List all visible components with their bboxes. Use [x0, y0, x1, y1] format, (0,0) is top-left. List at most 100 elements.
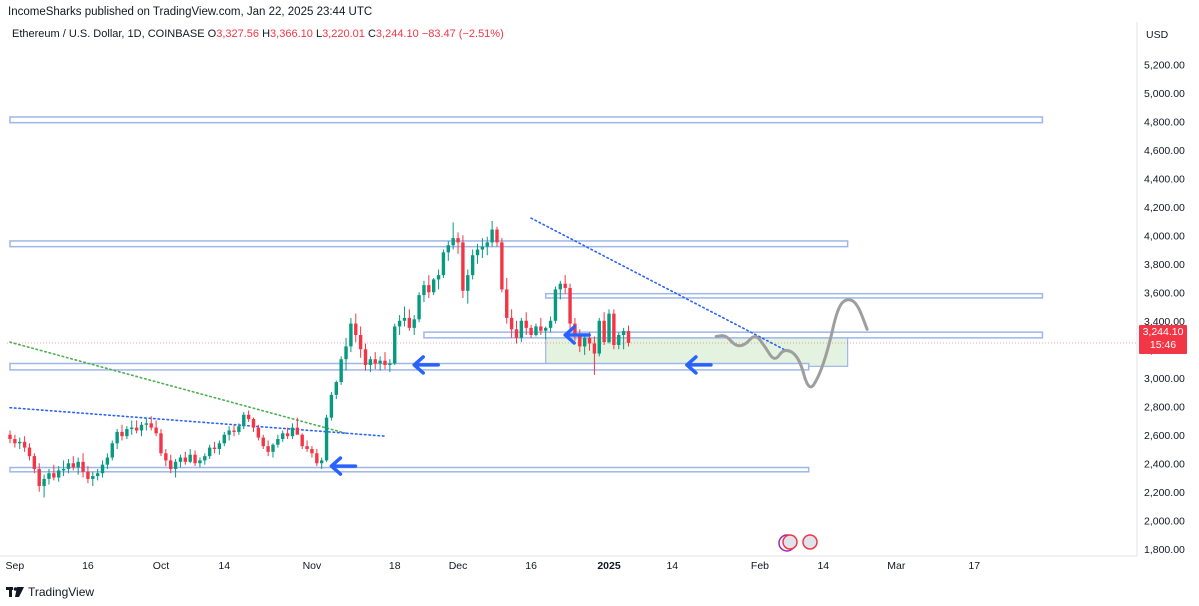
time-tick-label: Sep: [6, 560, 25, 572]
candle: [451, 222, 455, 250]
candle: [563, 275, 567, 294]
candle-body: [232, 430, 236, 432]
candle-body: [91, 476, 95, 479]
candle-body: [368, 359, 373, 365]
candle: [193, 450, 197, 467]
candle-body: [222, 434, 226, 444]
candle: [358, 326, 363, 358]
candle: [349, 317, 353, 353]
candle-body: [242, 414, 246, 427]
candle-body: [173, 461, 178, 469]
tradingview-logo[interactable]: TradingView: [6, 585, 94, 599]
candle-body: [115, 431, 119, 444]
candle: [617, 332, 621, 350]
candle: [86, 466, 90, 484]
candle-body: [422, 285, 426, 296]
price-tick-label: 2,000.00: [1144, 515, 1185, 527]
candle-body: [475, 249, 480, 256]
candle: [271, 443, 275, 458]
candle-body: [393, 326, 397, 364]
candle-body: [553, 289, 558, 321]
candle: [578, 329, 582, 353]
price-chart[interactable]: USD 5,200.00 5,000.00 4,800.00 4,600.00 4,400…: [0, 22, 1199, 578]
candle: [139, 421, 144, 437]
candle: [13, 434, 17, 448]
candle-body: [261, 437, 265, 447]
candle-body: [480, 246, 485, 250]
candle: [8, 430, 12, 444]
candle-body: [86, 471, 90, 479]
candle: [57, 466, 61, 482]
candle-body: [597, 320, 601, 354]
candle-body: [417, 295, 421, 320]
candle-body: [607, 313, 611, 343]
candle: [130, 420, 134, 435]
candle: [388, 359, 392, 373]
candle: [144, 417, 149, 431]
candle: [534, 323, 538, 337]
candle: [334, 380, 338, 400]
candle: [558, 280, 563, 300]
candle: [344, 337, 348, 371]
last-price: 3,244.10: [1142, 326, 1184, 338]
candle: [110, 440, 114, 461]
candle: [466, 269, 470, 304]
candle-body: [490, 229, 494, 243]
candle: [100, 460, 105, 478]
candle-body: [227, 430, 231, 435]
candle: [242, 411, 246, 430]
candle-body: [18, 441, 22, 444]
candle-body: [164, 453, 168, 461]
chart-area[interactable]: USD 5,200.00 5,000.00 4,800.00 4,600.00 4,400…: [0, 22, 1199, 578]
candle-body: [529, 327, 533, 335]
trendline: [9, 406, 386, 437]
candle: [397, 315, 402, 335]
candle-body: [13, 439, 17, 444]
candle: [427, 275, 431, 298]
candle: [256, 424, 261, 441]
candle-body: [61, 468, 66, 471]
candle: [305, 440, 309, 452]
candle: [105, 453, 110, 469]
trendline: [530, 217, 791, 353]
candle-body: [524, 320, 528, 328]
candle-body: [100, 464, 105, 474]
candle: [198, 457, 202, 468]
candle-body: [212, 447, 217, 449]
candle: [500, 238, 504, 293]
candle-body: [47, 473, 51, 479]
price-tick-label: 4,800.00: [1144, 116, 1185, 128]
candle-body: [427, 285, 431, 293]
candle: [368, 356, 373, 373]
candle: [446, 240, 450, 261]
candle: [251, 417, 256, 432]
candle: [431, 278, 436, 296]
candle: [232, 424, 236, 437]
candle-body: [500, 242, 504, 290]
candle-body: [276, 439, 280, 445]
candle-body: [22, 441, 27, 448]
time-tick-label: Oct: [153, 560, 169, 572]
candle: [18, 437, 22, 449]
time-tick-label: Feb: [751, 560, 769, 572]
candle: [626, 325, 631, 347]
candle-body: [290, 427, 295, 437]
price-tick-label: 5,000.00: [1144, 88, 1185, 100]
candle: [32, 453, 37, 474]
candle: [227, 426, 231, 441]
candle-body: [32, 456, 37, 469]
candle-body: [509, 317, 514, 330]
candle-body: [544, 327, 548, 331]
candle-body: [612, 313, 616, 345]
candle: [91, 471, 95, 487]
candle-body: [57, 470, 61, 478]
candle-body: [183, 457, 188, 462]
price-tick-label: 3,800.00: [1144, 259, 1185, 271]
candle-body: [134, 427, 139, 431]
candle: [612, 309, 616, 350]
candle-body: [198, 460, 202, 464]
candle: [125, 426, 129, 440]
candle-body: [431, 279, 436, 293]
horizontal-zone: [9, 466, 810, 473]
legend-low: L3,220.01: [315, 28, 365, 40]
